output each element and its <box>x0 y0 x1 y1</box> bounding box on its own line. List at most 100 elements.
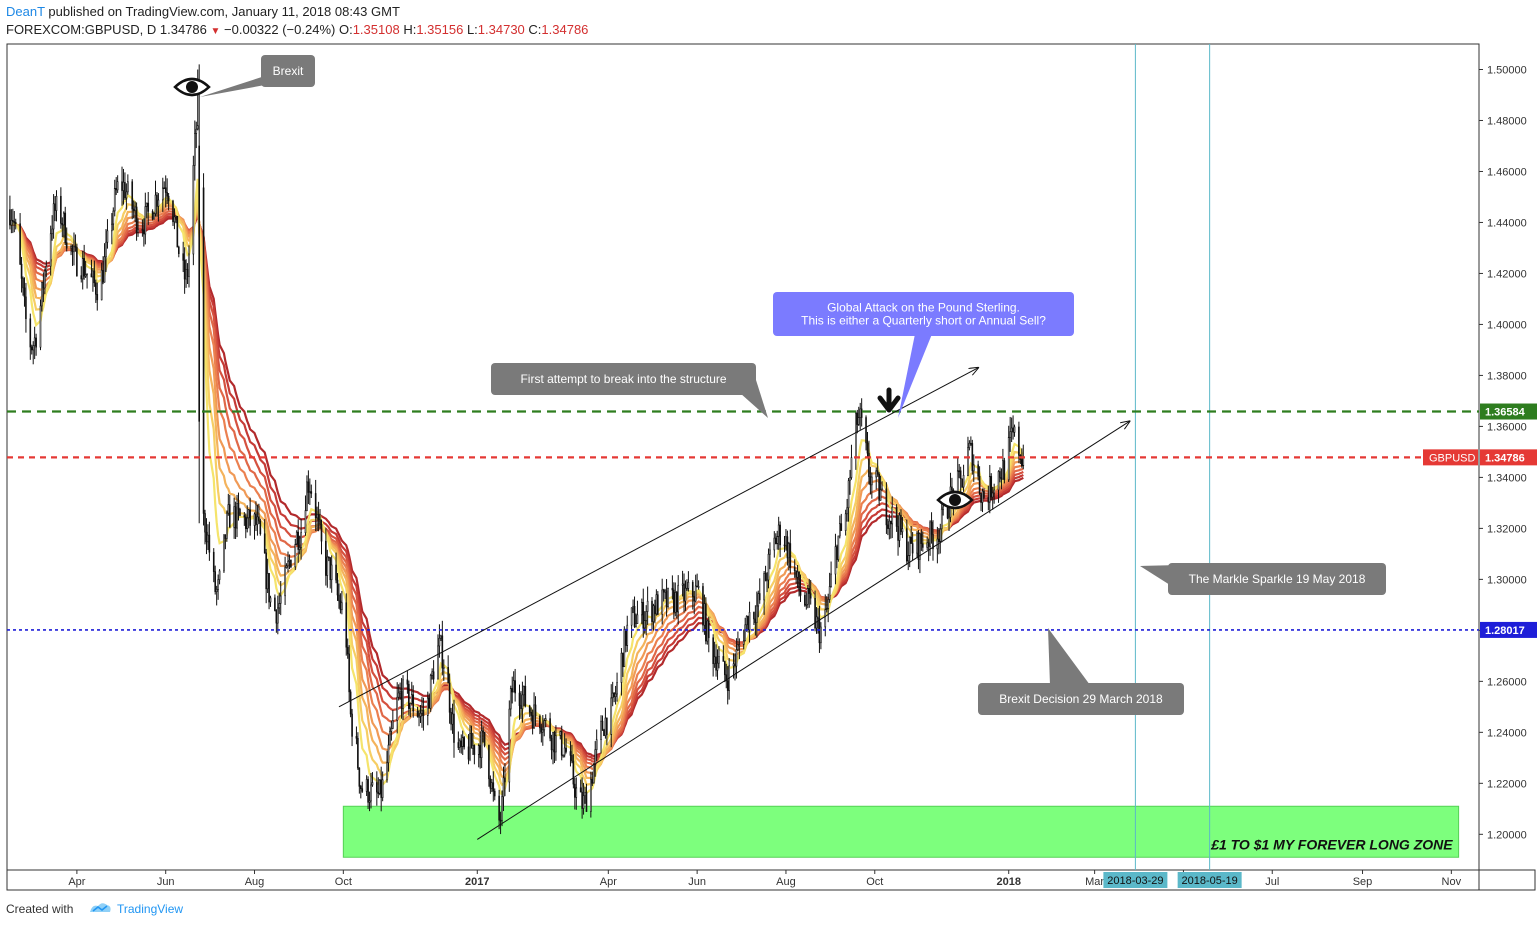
eye-pupil <box>186 81 198 93</box>
candle-body <box>421 710 423 714</box>
candle-body <box>22 278 24 289</box>
price-tick-label: 1.30000 <box>1487 574 1527 586</box>
eye-icon <box>936 490 974 510</box>
time-tick-label: 2017 <box>465 876 489 888</box>
candle-body <box>645 611 647 621</box>
candle-body <box>457 742 460 748</box>
high-label: H: <box>403 22 417 37</box>
candle-body <box>824 609 827 628</box>
candle-body <box>1013 426 1016 433</box>
candle-body <box>263 533 266 554</box>
candle-body <box>783 544 786 547</box>
price-chart[interactable]: £1 TO $1 MY FOREVER LONG ZONE 1.50000 1.48… <box>0 0 1539 892</box>
candle-body <box>467 746 470 760</box>
candle-body <box>392 720 394 729</box>
candle-body <box>416 710 419 717</box>
candle-body <box>946 506 949 519</box>
candle-body <box>735 649 738 667</box>
candle-body <box>60 195 62 224</box>
candle-body <box>32 345 35 351</box>
candle-body <box>595 739 598 750</box>
candle-body <box>572 760 575 785</box>
candle-body <box>563 747 566 756</box>
candle-body <box>355 736 358 739</box>
callout-text: Brexit Decision 29 March 2018 <box>999 692 1163 706</box>
candle-body <box>694 585 697 602</box>
candle-body <box>738 644 741 646</box>
candle-body <box>399 690 401 694</box>
candle-body <box>227 504 230 514</box>
close-value: 1.34786 <box>541 22 589 37</box>
candle-body <box>562 754 564 757</box>
candle-body <box>820 626 822 644</box>
price-tick-label: 1.24000 <box>1487 727 1527 739</box>
candle-body <box>592 764 595 784</box>
candle-body <box>386 762 388 781</box>
candle-body <box>560 731 563 756</box>
candle-body <box>176 215 179 248</box>
candle-body <box>35 337 37 348</box>
candle-body <box>967 447 969 476</box>
candle-body <box>447 667 449 684</box>
candle-body <box>246 517 249 530</box>
candle-body <box>319 519 321 525</box>
candle-body <box>389 730 391 746</box>
candle-body <box>131 181 134 210</box>
candle-body <box>73 245 75 253</box>
date-axis-tag <box>1177 872 1242 888</box>
candle-body <box>514 680 516 694</box>
candle-body <box>805 604 808 606</box>
candle-body <box>844 513 847 531</box>
candle-body <box>642 602 645 629</box>
candle-body <box>712 637 714 665</box>
candle-body <box>620 652 623 683</box>
price-tick-label: 1.20000 <box>1487 829 1527 841</box>
candle-body <box>834 546 837 575</box>
candle-body <box>962 475 965 488</box>
candle-body <box>400 690 403 709</box>
candle-body <box>294 543 297 568</box>
candle-body <box>330 564 333 581</box>
candle-body <box>610 697 613 735</box>
candle-body <box>100 269 103 301</box>
author-link[interactable]: DeanT <box>6 4 45 19</box>
candle-body <box>1021 459 1023 467</box>
candle-body <box>202 187 205 514</box>
candle-body <box>83 258 85 277</box>
candle-body <box>76 247 78 276</box>
candle-body <box>488 745 490 780</box>
candle-body <box>92 270 94 278</box>
candle-body <box>39 305 42 348</box>
date-axis-tag <box>1103 872 1168 888</box>
candle-body <box>879 489 882 501</box>
time-tick-label: Aug <box>776 876 796 888</box>
candle-body <box>916 532 918 554</box>
candle-body <box>889 520 892 525</box>
candle-body <box>687 581 690 589</box>
candle-body <box>804 595 806 606</box>
candle-body <box>919 533 921 560</box>
candle-body <box>70 246 72 249</box>
candle-body <box>317 513 320 520</box>
candle-body <box>878 473 880 501</box>
candle-body <box>847 480 850 509</box>
candle-body <box>571 755 573 762</box>
candle-body <box>1009 431 1011 438</box>
candle-body <box>601 720 604 731</box>
candle-body <box>632 605 634 609</box>
trend-channel-line <box>477 421 1129 840</box>
candle-body <box>808 588 811 594</box>
candle-body <box>71 246 74 253</box>
price-tick-label: 1.36000 <box>1487 421 1527 433</box>
candle-body <box>177 246 180 254</box>
candle-body <box>758 593 761 601</box>
tradingview-link[interactable]: TradingView <box>117 902 184 916</box>
tradingview-logo-icon[interactable] <box>88 900 112 916</box>
candle-body <box>80 275 83 280</box>
candle-body <box>849 477 851 482</box>
candle-body <box>106 230 109 243</box>
candle-body <box>643 620 646 629</box>
candles <box>9 64 1025 835</box>
candle-body <box>408 683 410 709</box>
candle-body <box>715 656 717 671</box>
